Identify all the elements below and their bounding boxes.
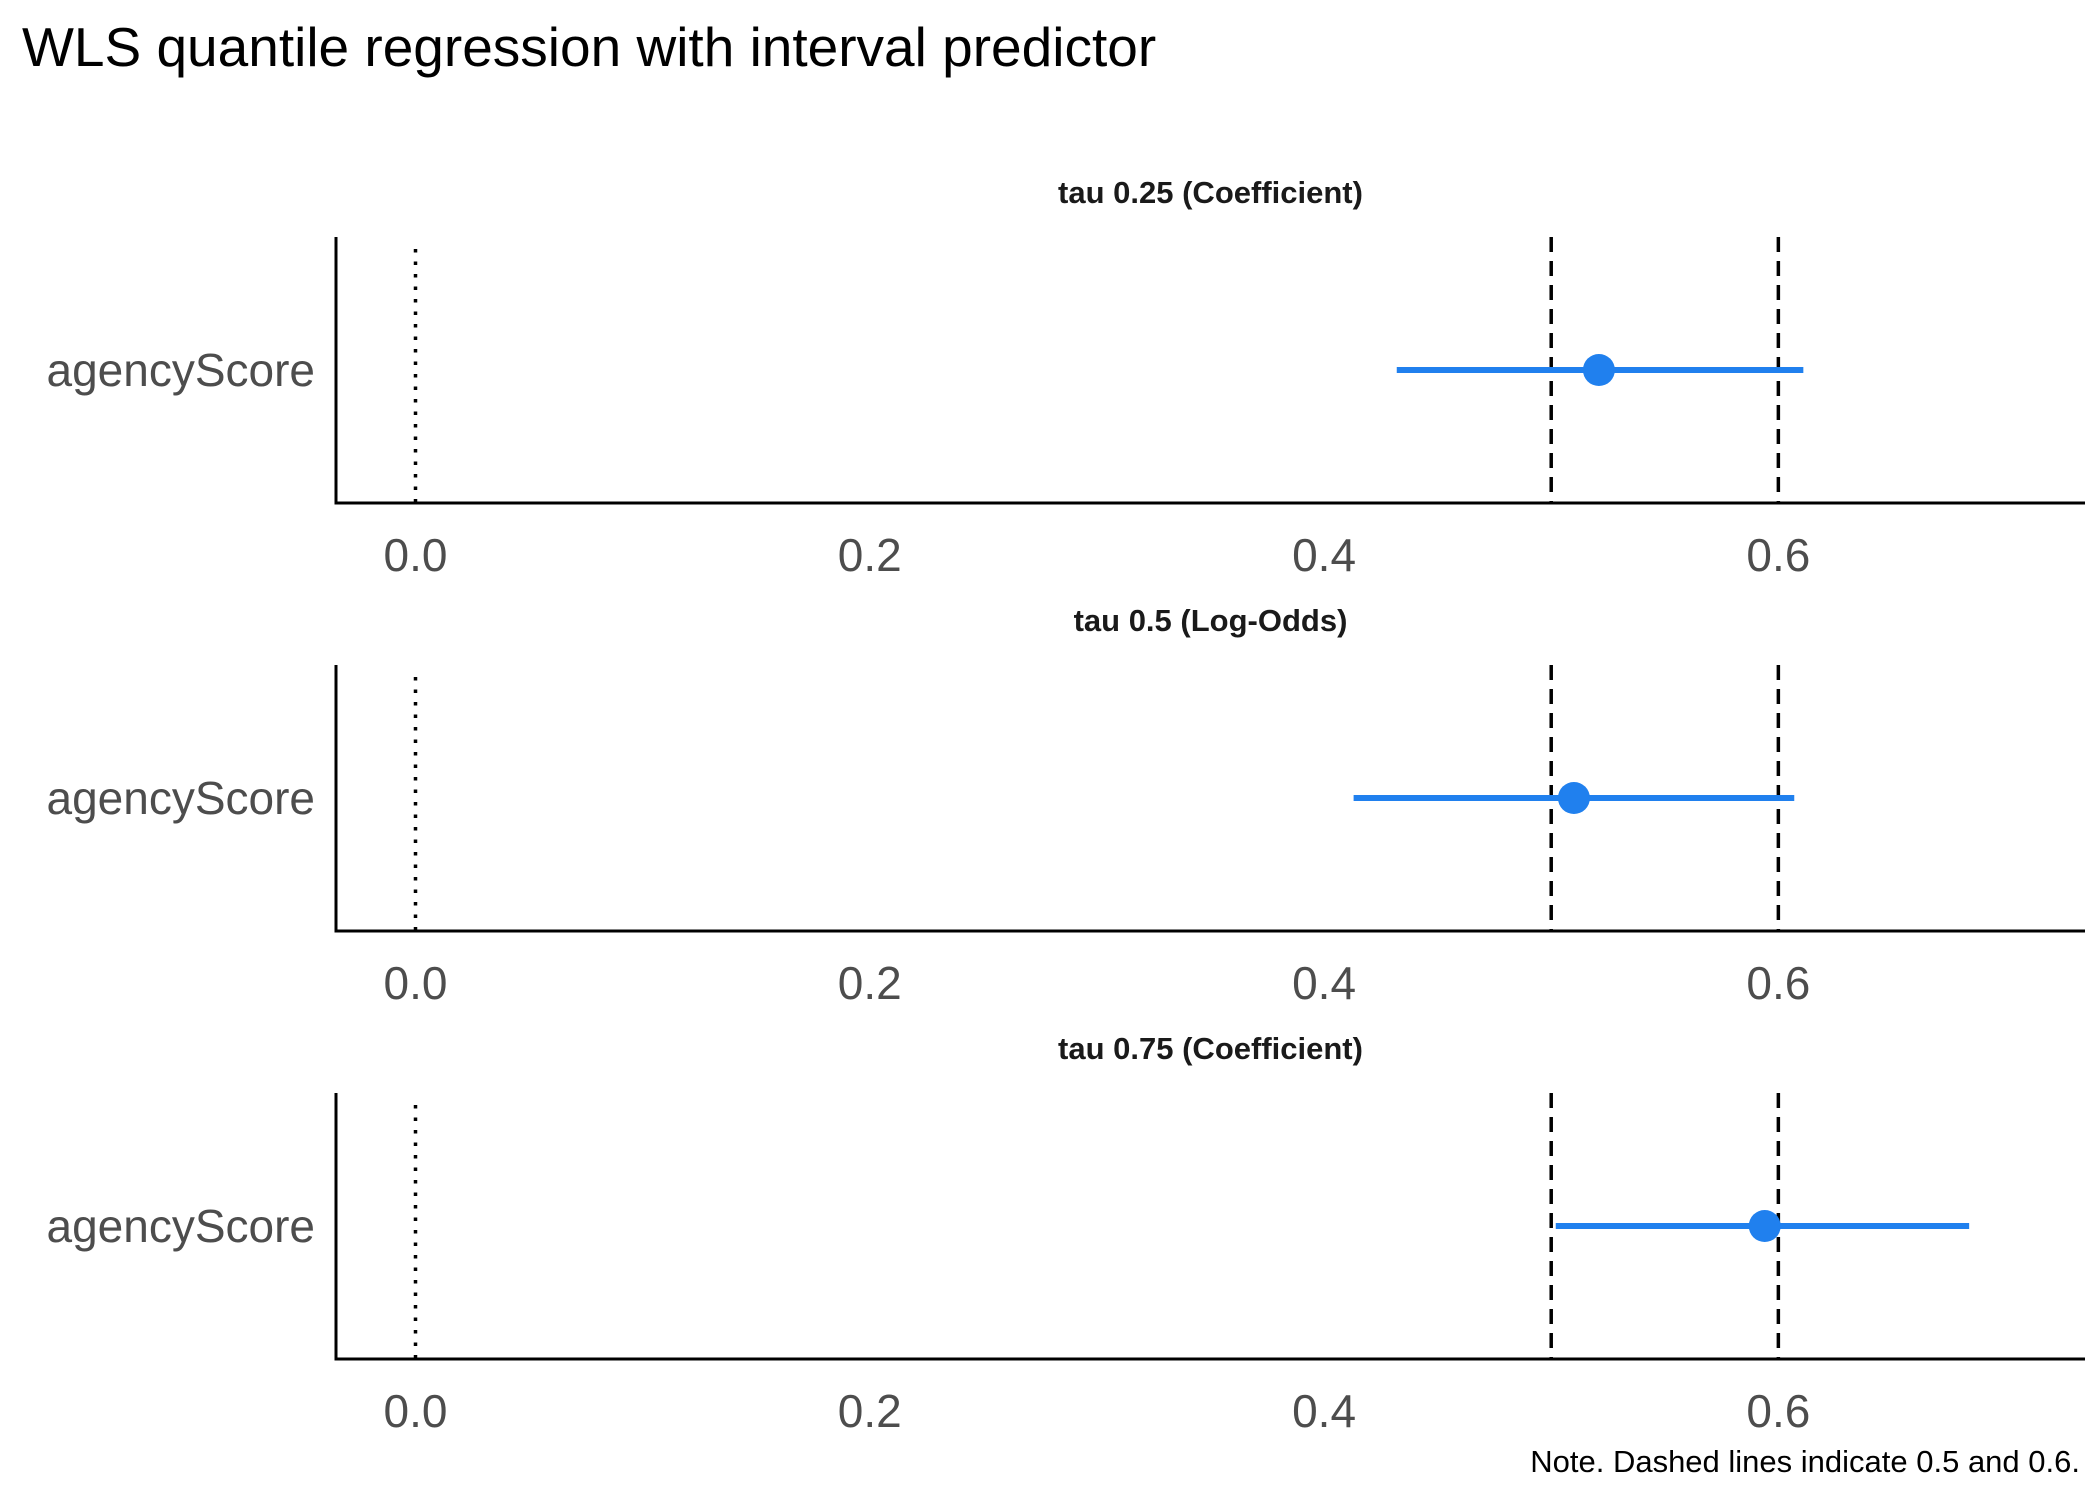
point-estimate — [1748, 1210, 1781, 1242]
x-tick-label: 0.4 — [1292, 529, 1356, 581]
x-tick-label: 0.6 — [1746, 957, 1810, 1009]
x-tick-label: 0.6 — [1746, 529, 1810, 581]
x-tick-label: 0.4 — [1292, 1385, 1356, 1437]
x-tick-label: 0.0 — [384, 957, 448, 1009]
term-label: agencyScore — [47, 344, 316, 396]
x-tick-label: 0.6 — [1746, 1385, 1810, 1437]
x-tick-label: 0.0 — [384, 1385, 448, 1437]
chart-note: Note. Dashed lines indicate 0.5 and 0.6. — [1530, 1444, 2080, 1479]
panel-title: tau 0.5 (Log-Odds) — [1074, 603, 1348, 638]
panel-title: tau 0.25 (Coefficient) — [1058, 175, 1363, 210]
panel-title: tau 0.75 (Coefficient) — [1058, 1031, 1363, 1066]
x-tick-label: 0.2 — [838, 957, 902, 1009]
x-tick-label: 0.2 — [838, 529, 902, 581]
term-label: agencyScore — [47, 772, 316, 824]
panel-1: tau 0.25 (Coefficient) agencyScore 0.0 0.2 0… — [47, 175, 2085, 581]
x-tick-label: 0.0 — [384, 529, 448, 581]
chart-title: WLS quantile regression with interval pr… — [22, 16, 1156, 78]
x-tick-label: 0.4 — [1292, 957, 1356, 1009]
panel-2: tau 0.5 (Log-Odds) agencyScore 0.0 0.2 0.4 0.… — [47, 603, 2085, 1009]
panel-3: tau 0.75 (Coefficient) agencyScore 0.0 0.2 0… — [47, 1031, 2085, 1437]
point-estimate — [1557, 782, 1590, 814]
x-tick-label: 0.2 — [838, 1385, 902, 1437]
panels: tau 0.25 (Coefficient) agencyScore 0.0 0.2 0… — [47, 175, 2085, 1437]
term-label: agencyScore — [47, 1200, 316, 1252]
point-estimate — [1582, 354, 1615, 386]
